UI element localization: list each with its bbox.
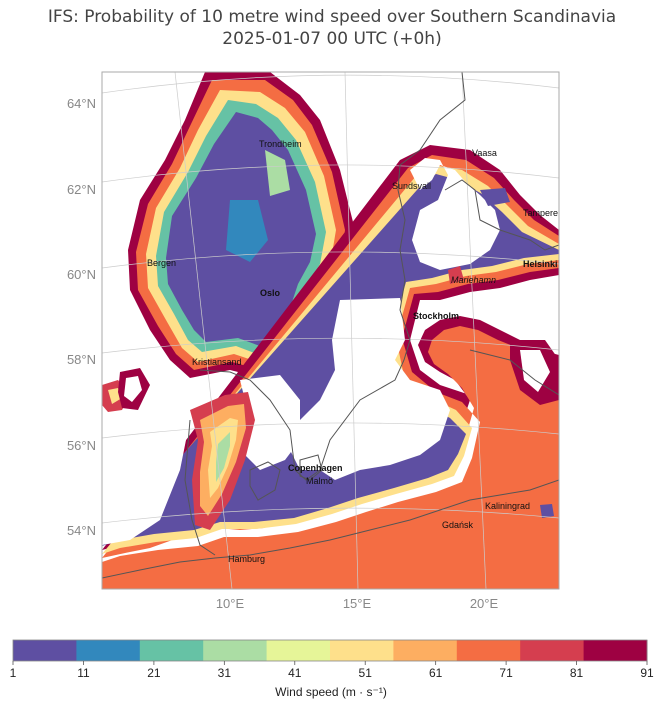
city-hamburg: Hamburg (228, 554, 265, 564)
coastlines (102, 72, 559, 579)
lon-labels: 10°E 15°E 20°E (216, 596, 499, 611)
chart-title: IFS: Probability of 10 metre wind speed … (0, 6, 664, 50)
map-frame (101, 71, 560, 590)
title-line-1: IFS: Probability of 10 metre wind speed … (47, 7, 617, 27)
colorbar-tick-label: 41 (288, 666, 302, 680)
colorbar-swatch (393, 640, 458, 661)
colorbar-swatches (13, 640, 648, 661)
city-helsinki: Helsinki (523, 259, 558, 269)
colorbar: 1 11 21 31 41 51 61 71 81 91 Wind speed (m · s⁻¹) (10, 639, 654, 699)
city-trondheim: Trondheim (259, 139, 302, 149)
colorbar-tick-label: 31 (218, 666, 232, 680)
colorbar-tick-label: 11 (77, 666, 90, 680)
colorbar-frame (12, 639, 648, 662)
sea-bothnia (410, 158, 500, 270)
city-stockholm: Stockholm (413, 311, 459, 321)
colorbar-tick-label: 61 (429, 666, 443, 680)
city-gdansk: Gdańsk (442, 520, 474, 530)
lat-label-62: 62°N (67, 182, 96, 197)
city-kaliningrad: Kaliningrad (485, 501, 530, 511)
wind-blob-east (540, 504, 554, 518)
city-mariehamn: Mariehamn (451, 275, 496, 285)
sea-kattegat (240, 375, 300, 470)
lat-label-58: 58°N (67, 352, 96, 367)
colorbar-tick-label: 51 (359, 666, 373, 680)
city-copenhagen: Copenhagen (288, 463, 343, 473)
wind-blob-finland-1 (480, 188, 510, 206)
colorbar-swatch (456, 640, 521, 661)
lat-label-60: 60°N (67, 267, 96, 282)
city-labels: Trondheim Vaasa Sundsvall Tampere Bergen… (147, 139, 558, 564)
wind-field-jutland (190, 392, 255, 530)
wind-blob-skag-inner (124, 376, 142, 402)
lon-label-15: 15°E (343, 596, 372, 611)
colorbar-tick-label: 81 (570, 666, 584, 680)
sea-baltic (290, 298, 450, 480)
colorbar-tick-label: 1 (10, 666, 17, 680)
colorbar-swatch (583, 640, 648, 661)
colorbar-ticks: 1 11 21 31 41 51 61 71 81 91 (10, 661, 654, 680)
lon-label-10: 10°E (216, 596, 245, 611)
colorbar-swatch (266, 640, 331, 661)
colorbar-swatch (76, 640, 141, 661)
city-sundsvall: Sundsvall (392, 181, 431, 191)
colorbar-tick-label: 91 (640, 666, 654, 680)
city-vaasa: Vaasa (472, 148, 497, 158)
city-kristiansand: Kristiansand (192, 357, 242, 367)
city-oslo: Oslo (260, 288, 281, 298)
lat-label-64: 64°N (67, 96, 96, 111)
colorbar-swatch (520, 640, 585, 661)
sea-north (102, 380, 190, 545)
colorbar-label: Wind speed (m · s⁻¹) (275, 685, 387, 699)
colorbar-tick-label: 71 (499, 666, 513, 680)
colorbar-swatch (139, 640, 204, 661)
sea-norwegian (102, 72, 180, 365)
colorbar-swatch (13, 640, 77, 661)
lat-label-54: 54°N (67, 523, 96, 538)
lat-label-56: 56°N (67, 438, 96, 453)
city-malmo: Malmö (306, 476, 333, 486)
lat-labels: 64°N 62°N 60°N 58°N 56°N 54°N (67, 96, 96, 538)
colorbar-swatch (330, 640, 394, 661)
map-area (102, 72, 559, 589)
graticule (102, 72, 559, 589)
colorbar-tick-label: 21 (147, 666, 161, 680)
wind-blob-finland-2 (448, 266, 464, 284)
city-bergen: Bergen (147, 258, 176, 268)
colorbar-swatch (203, 640, 268, 661)
city-tampere: Tampere (523, 208, 558, 218)
lon-label-20: 20°E (470, 596, 499, 611)
title-line-2: 2025-01-07 00 UTC (+0h) (222, 29, 442, 49)
wind-blob-east-2-inner (520, 350, 550, 392)
